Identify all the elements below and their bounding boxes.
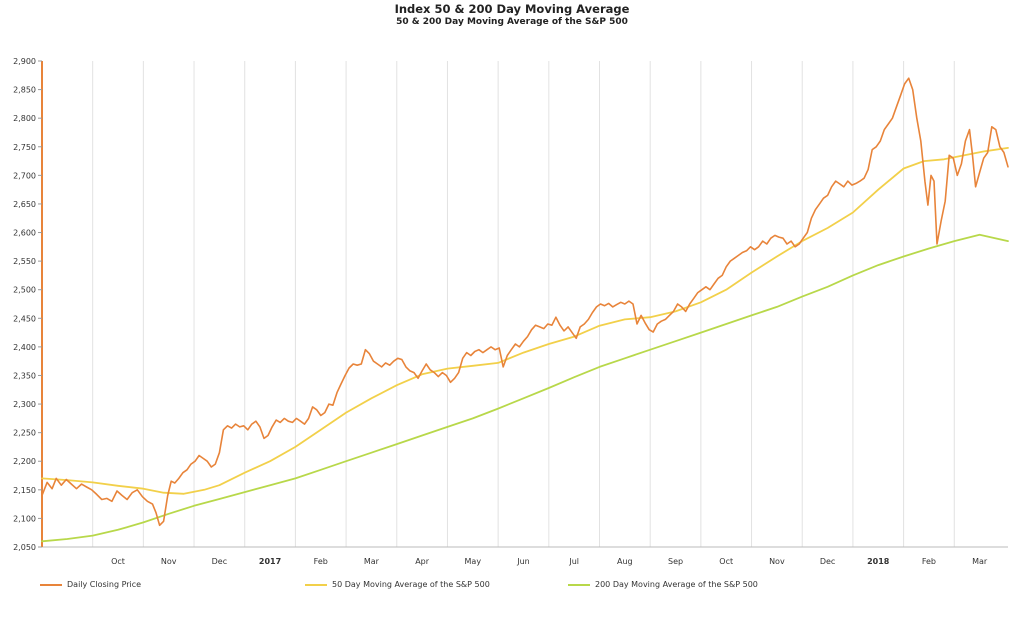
x-tick-label: 2017 [259, 557, 281, 566]
series-line-2 [41, 233, 1009, 543]
y-tick-label: 2,700 [13, 171, 36, 180]
y-tick-label: 2,800 [13, 114, 36, 123]
legend-item-200-day-average[interactable]: 200 Day Moving Average of the S&P 500 [568, 580, 758, 589]
legend: Daily Closing Price 50 Day Moving Averag… [0, 580, 1024, 594]
x-tick-label: Feb [314, 557, 328, 566]
legend-label: 50 Day Moving Average of the S&P 500 [332, 580, 490, 589]
x-tick-label: Apr [415, 557, 430, 566]
x-axis-ticks: Oct Nov Dec 2017 Feb Mar Apr May Jun Jul Aug Sep Oct… [111, 557, 988, 566]
y-tick-label: 2,250 [13, 429, 36, 438]
x-tick-label: Mar [972, 557, 988, 566]
chart-title: Index 50 & 200 Day Moving Average [394, 2, 630, 16]
series-lines [41, 77, 1009, 543]
x-tick-label: Aug [617, 557, 633, 566]
y-tick-label: 2,050 [13, 543, 36, 552]
x-tick-label: Dec [212, 557, 227, 566]
axes [41, 61, 1008, 548]
legend-label: Daily Closing Price [67, 580, 142, 589]
x-tick-label: May [465, 557, 482, 566]
series-line-1 [41, 146, 1009, 495]
legend-label: 200 Day Moving Average of the S&P 500 [595, 580, 758, 589]
y-axis-ticks: 2,050 2,100 2,150 2,200 2,250 2,300 2,350 2,400… [13, 57, 42, 552]
x-tick-label: Dec [820, 557, 835, 566]
x-tick-label: 2018 [867, 557, 890, 566]
x-tick-label: Jun [516, 557, 530, 566]
y-tick-label: 2,200 [13, 457, 36, 466]
x-tick-label: Nov [769, 557, 785, 566]
legend-item-50-day-average[interactable]: 50 Day Moving Average of the S&P 500 [305, 580, 490, 589]
y-tick-label: 2,400 [13, 343, 36, 352]
series-line-0 [41, 77, 1009, 527]
y-tick-label: 2,500 [13, 286, 36, 295]
legend-swatch [40, 583, 62, 586]
chart-subtitle: 50 & 200 Day Moving Average of the S&P 5… [396, 17, 628, 27]
y-tick-label: 2,150 [13, 486, 36, 495]
legend-item-daily-closing-price[interactable]: Daily Closing Price [40, 580, 141, 589]
x-tick-label: Jul [568, 557, 579, 566]
y-tick-label: 2,750 [13, 143, 36, 152]
x-tick-label: Oct [719, 557, 733, 566]
y-tick-label: 2,600 [13, 229, 36, 238]
y-tick-label: 2,350 [13, 371, 36, 380]
x-tick-label: Nov [161, 557, 177, 566]
x-tick-label: Feb [922, 557, 936, 566]
x-tick-label: Mar [364, 557, 380, 566]
y-tick-label: 2,900 [13, 57, 36, 66]
y-tick-label: 2,450 [13, 314, 36, 323]
x-tick-label: Sep [668, 557, 683, 566]
x-tick-label: Oct [111, 557, 125, 566]
gridlines [92, 61, 955, 547]
legend-swatch [568, 583, 590, 586]
legend-swatch [305, 583, 327, 586]
y-tick-label: 2,100 [13, 514, 36, 523]
y-tick-label: 2,650 [13, 200, 36, 209]
y-tick-label: 2,550 [13, 257, 36, 266]
y-tick-label: 2,850 [13, 86, 36, 95]
y-tick-label: 2,300 [13, 400, 36, 409]
